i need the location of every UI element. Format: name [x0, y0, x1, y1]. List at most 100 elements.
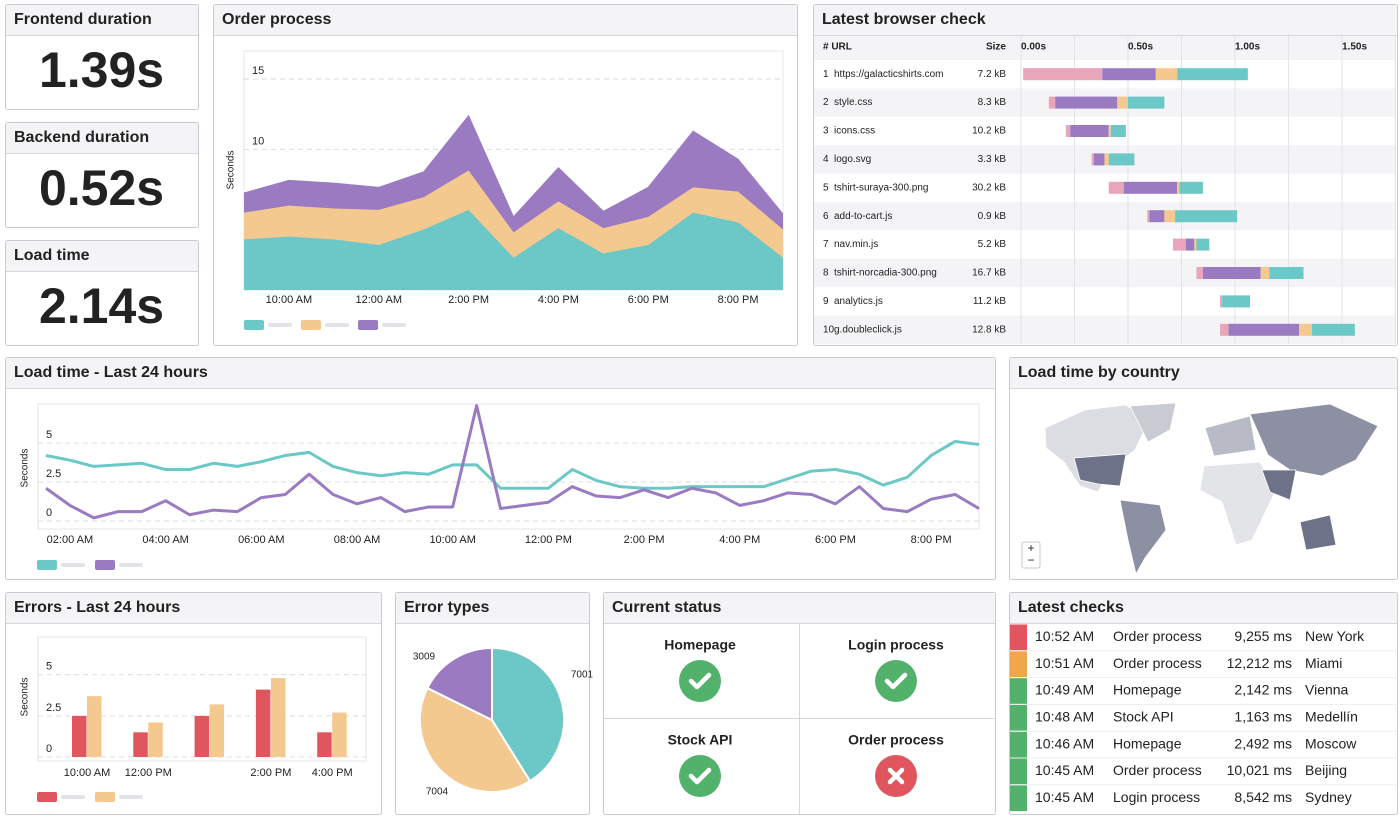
row-url: analytics.js — [834, 296, 883, 307]
check-time: 10:52 AM — [1035, 628, 1094, 644]
bar — [195, 716, 210, 757]
x-tick-label: 4:00 PM — [719, 534, 760, 546]
y-tick-label: 5 — [46, 429, 52, 441]
slice-label: 7001 — [571, 670, 594, 681]
row-size: 16.7 kB — [972, 268, 1006, 279]
y-tick-label: 0 — [46, 743, 52, 755]
kpi-value: 0.52s — [39, 160, 164, 216]
status-name: Login process — [848, 637, 944, 653]
row-size: 5.2 kB — [978, 239, 1007, 250]
row-size: 10.2 kB — [972, 126, 1006, 137]
status-indicator — [1010, 785, 1027, 811]
timing-segment — [1196, 267, 1202, 279]
row-url: https://galacticshirts.com — [834, 69, 943, 80]
row-number: 5 — [823, 182, 829, 193]
row-url: logo.svg — [834, 154, 871, 165]
panel-title: Load time — [14, 247, 90, 264]
status-name: Order process — [848, 732, 944, 748]
row-size: 12.8 kB — [972, 324, 1006, 335]
y-axis-label: Seconds — [226, 151, 237, 190]
timing-segment — [1164, 210, 1175, 222]
timing-segment — [1147, 210, 1149, 222]
check-location: New York — [1305, 628, 1365, 644]
timing-segment — [1109, 153, 1135, 165]
row-number: 9 — [823, 296, 829, 307]
timing-segment — [1070, 125, 1109, 137]
check-name: Login process — [1113, 789, 1200, 805]
x-tick-label: 2:00 PM — [448, 294, 489, 306]
x-tick-label: 0.50s — [1128, 42, 1153, 53]
x-tick-label: 04:00 AM — [142, 534, 188, 546]
row-size: 8.3 kB — [978, 97, 1007, 108]
bar — [87, 696, 102, 757]
timing-segment — [1049, 97, 1055, 109]
timing-segment — [1194, 239, 1196, 251]
x-tick-label: 8:00 PM — [718, 294, 759, 306]
legend-placeholder — [61, 563, 85, 567]
panel-title: Backend duration — [14, 129, 149, 146]
check-time: 10:45 AM — [1035, 762, 1094, 778]
row-stripe — [814, 202, 1396, 230]
timing-segment — [1186, 239, 1195, 251]
check-time: 10:49 AM — [1035, 682, 1094, 698]
bar — [72, 716, 87, 757]
timing-segment — [1175, 210, 1237, 222]
row-size: 0.9 kB — [978, 211, 1007, 222]
check-name: Order process — [1113, 762, 1202, 778]
check-time: 10:45 AM — [1035, 789, 1094, 805]
timing-segment — [1229, 324, 1300, 336]
x-tick-label: 02:00 AM — [47, 534, 93, 546]
check-name: Order process — [1113, 655, 1202, 671]
row-size: 7.2 kB — [978, 69, 1007, 80]
legend-placeholder — [119, 795, 143, 799]
y-axis-label: Seconds — [20, 449, 31, 488]
legend-swatch — [244, 320, 264, 330]
bar — [317, 732, 332, 757]
kpi-value: 2.14s — [39, 278, 164, 334]
check-duration: 2,142 ms — [1234, 682, 1292, 698]
timing-segment — [1177, 182, 1179, 194]
timing-segment — [1102, 68, 1156, 80]
check-duration: 10,021 ms — [1227, 762, 1292, 778]
x-tick-label: 6:00 PM — [628, 294, 669, 306]
row-number: 1 — [823, 69, 829, 80]
row-number: 7 — [823, 239, 829, 250]
panel — [6, 593, 382, 815]
timing-segment — [1109, 182, 1124, 194]
y-tick-label: 15 — [252, 65, 264, 77]
timing-segment — [1023, 68, 1102, 80]
check-name: Order process — [1113, 628, 1202, 644]
panel — [6, 358, 996, 580]
panel-title: Error types — [404, 599, 489, 616]
panel-title: Latest browser check — [822, 11, 986, 28]
x-tick-label: 10:00 AM — [266, 294, 312, 306]
timing-segment — [1173, 239, 1186, 251]
check-name: Homepage — [1113, 682, 1182, 698]
zoom-out[interactable]: − — [1027, 553, 1034, 567]
timing-segment — [1312, 324, 1355, 336]
row-url: tshirt-norcadia-300.png — [834, 268, 937, 279]
check-duration: 8,542 ms — [1234, 789, 1292, 805]
row-size: 30.2 kB — [972, 182, 1006, 193]
x-tick-label: 2:00 PM — [250, 767, 291, 779]
timing-segment — [1104, 153, 1108, 165]
row-url: add-to-cart.js — [834, 211, 892, 222]
timing-segment — [1196, 239, 1209, 251]
check-location: Miami — [1305, 655, 1342, 671]
check-time: 10:51 AM — [1035, 655, 1094, 671]
timing-segment — [1156, 68, 1177, 80]
timing-segment — [1124, 182, 1178, 194]
timing-segment — [1149, 210, 1164, 222]
x-tick-label: 6:00 PM — [815, 534, 856, 546]
check-name: Homepage — [1113, 735, 1182, 751]
timing-segment — [1299, 324, 1312, 336]
legend-placeholder — [268, 323, 292, 327]
row-size: 11.2 kB — [973, 296, 1006, 307]
legend-placeholder — [325, 323, 349, 327]
x-tick-label: 10:00 AM — [64, 767, 110, 779]
timing-segment — [1203, 267, 1261, 279]
row-size: 3.3 kB — [978, 154, 1007, 165]
legend-placeholder — [119, 563, 143, 567]
slice-label: 3009 — [413, 652, 436, 663]
